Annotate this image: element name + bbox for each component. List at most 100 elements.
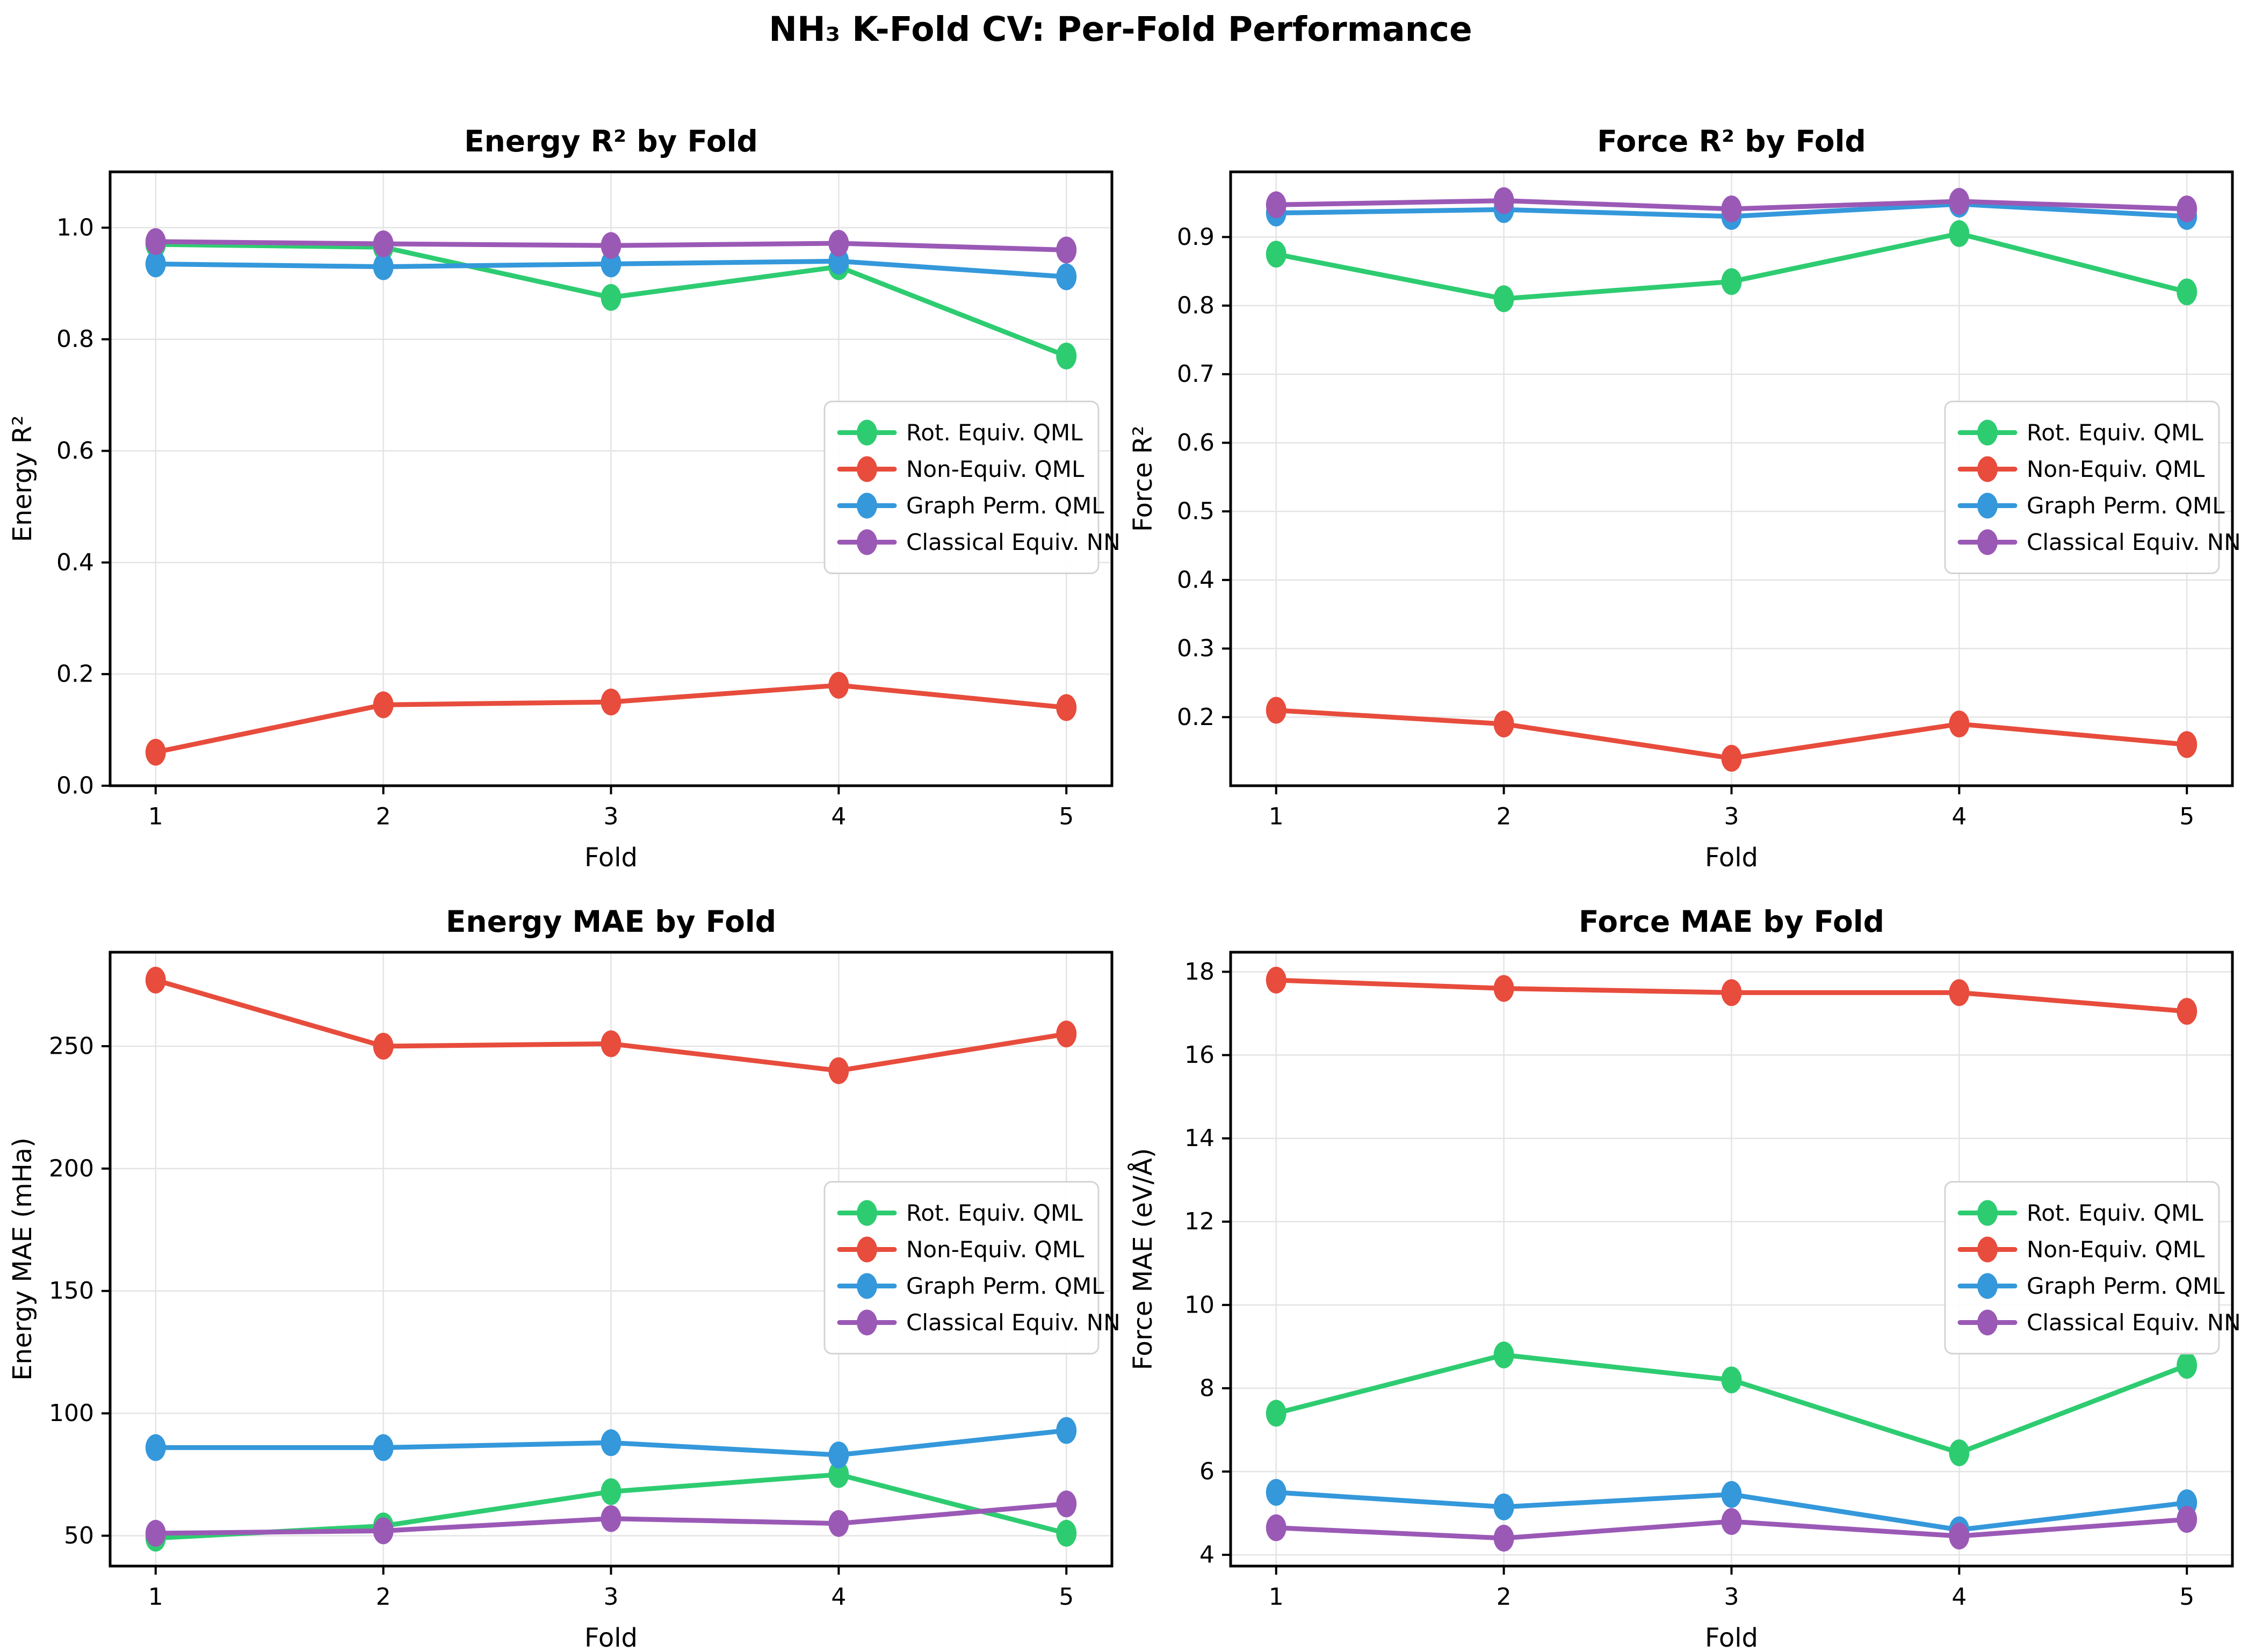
x-tick-label: 3: [604, 1583, 619, 1611]
data-point-marker: [145, 228, 166, 255]
legend-marker: [1977, 492, 1998, 519]
data-point-marker: [373, 691, 394, 719]
x-tick-label: 5: [2179, 803, 2194, 830]
data-point-marker: [373, 230, 394, 258]
legend-label: Rot. Equiv. QML: [906, 1200, 1083, 1226]
y-axis-label: Force R²: [1128, 426, 1158, 532]
legend: Rot. Equiv. QML Non-Equiv. QML Graph Perm.…: [823, 401, 1120, 574]
data-point-marker: [1493, 285, 1514, 313]
data-point-marker: [1721, 979, 1742, 1006]
legend-marker: [857, 529, 877, 555]
subplot-grid: 0.0 0.2 0.4 0.6 0.8 1.0 1 2 3 4 5 Energy R² by Fold…: [0, 91, 2241, 1652]
data-point-marker: [1493, 1341, 1514, 1368]
x-tick-label: 1: [148, 803, 163, 830]
data-point-marker: [1493, 975, 1514, 1002]
legend-label: Classical Equiv. NN: [906, 1309, 1120, 1336]
data-point-marker: [145, 1519, 166, 1547]
subplot-force-r2: 0.2 0.3 0.4 0.5 0.6 0.7 0.8 0.9 1 2 3 4 5 Force R² by…: [1120, 91, 2241, 872]
legend: Rot. Equiv. QML Non-Equiv. QML Graph Perm.…: [1944, 401, 2241, 574]
y-tick-label: 16: [1184, 1041, 1215, 1069]
y-tick-label: 150: [49, 1277, 94, 1305]
data-point-marker: [1056, 263, 1077, 291]
data-point-marker: [1056, 236, 1077, 264]
legend-marker: [1977, 1236, 1998, 1263]
legend: Rot. Equiv. QML Non-Equiv. QML Graph Perm.…: [823, 1181, 1120, 1354]
data-point-marker: [2177, 998, 2197, 1025]
data-point-marker: [1949, 979, 1970, 1006]
legend-marker: [1977, 1200, 1998, 1226]
data-point-marker: [601, 250, 621, 278]
x-axis-label: Fold: [1705, 843, 1758, 872]
legend-marker: [857, 1236, 877, 1263]
legend-label: Rot. Equiv. QML: [906, 419, 1083, 446]
y-tick-label: 12: [1184, 1208, 1215, 1235]
data-point-marker: [145, 738, 166, 766]
data-point-marker: [1949, 711, 1970, 738]
data-point-marker: [1949, 220, 1970, 247]
data-point-marker: [601, 1429, 621, 1457]
y-tick-label: 100: [49, 1400, 94, 1427]
y-tick-label: 0.8: [56, 325, 94, 353]
legend-marker: [857, 1273, 877, 1299]
data-point-marker: [373, 1434, 394, 1461]
legend-label: Non-Equiv. QML: [906, 456, 1085, 482]
data-point-marker: [145, 250, 166, 278]
data-point-marker: [2177, 195, 2197, 222]
data-point-marker: [601, 1030, 621, 1057]
y-tick-label: 250: [49, 1033, 94, 1060]
legend-marker: [1977, 456, 1998, 482]
data-point-marker: [1056, 1417, 1077, 1444]
data-point-marker: [1949, 187, 1970, 215]
data-point-marker: [828, 1510, 849, 1537]
data-point-marker: [1493, 1525, 1514, 1552]
y-tick-label: 0.2: [56, 661, 94, 688]
y-tick-label: 0.2: [1177, 704, 1215, 731]
y-axis-label: Energy R²: [8, 416, 38, 542]
data-point-marker: [1949, 1439, 1970, 1467]
data-point-marker: [1266, 241, 1286, 268]
y-axis-label: Force MAE (eV/Å): [1127, 1148, 1158, 1371]
y-tick-label: 0.3: [1177, 635, 1215, 662]
x-tick-label: 1: [1269, 1583, 1284, 1611]
legend-label: Non-Equiv. QML: [2027, 1236, 2205, 1263]
data-point-marker: [1721, 744, 1742, 772]
x-tick-label: 5: [1059, 803, 1074, 830]
subplot-title: Force R² by Fold: [1597, 124, 1866, 158]
legend-label: Non-Equiv. QML: [2027, 456, 2205, 482]
y-tick-label: 1.0: [56, 214, 94, 241]
data-point-marker: [1721, 195, 1742, 222]
data-point-marker: [1949, 1523, 1970, 1550]
data-point-marker: [1056, 342, 1077, 369]
legend-marker: [1977, 1273, 1998, 1299]
legend-label: Graph Perm. QML: [906, 1273, 1104, 1299]
legend-label: Classical Equiv. NN: [2027, 1309, 2241, 1336]
figure-title: NH₃ K-Fold CV: Per-Fold Performance: [769, 10, 1472, 49]
x-tick-label: 1: [1269, 803, 1284, 830]
legend-box: [823, 401, 1100, 574]
data-point-marker: [1493, 1493, 1514, 1520]
data-point-marker: [2177, 1506, 2197, 1533]
legend-marker: [857, 1200, 877, 1226]
data-point-marker: [601, 284, 621, 311]
legend-marker: [1977, 529, 1998, 555]
legend-label: Classical Equiv. NN: [2027, 529, 2241, 555]
y-tick-label: 14: [1184, 1125, 1215, 1152]
x-tick-label: 5: [2179, 1583, 2194, 1611]
subplot-energy-mae: 50 100 150 200 250 1 2 3 4 5 Energy MAE by Fold Fol…: [0, 872, 1120, 1652]
data-point-marker: [601, 689, 621, 716]
x-tick-label: 2: [1497, 1583, 1512, 1611]
y-tick-label: 200: [49, 1155, 94, 1182]
legend-label: Classical Equiv. NN: [906, 529, 1120, 555]
legend-marker: [1977, 419, 1998, 446]
x-tick-label: 3: [1724, 1583, 1739, 1611]
y-tick-label: 0.5: [1177, 498, 1215, 525]
data-point-marker: [145, 1434, 166, 1461]
x-tick-label: 2: [376, 1583, 391, 1611]
data-point-marker: [828, 671, 849, 699]
data-point-marker: [1266, 1400, 1286, 1427]
x-axis-label: Fold: [584, 843, 638, 872]
legend-label: Graph Perm. QML: [2027, 1273, 2225, 1299]
data-point-marker: [1266, 697, 1286, 724]
x-tick-label: 4: [831, 1583, 846, 1611]
legend-label: Graph Perm. QML: [2027, 492, 2225, 519]
